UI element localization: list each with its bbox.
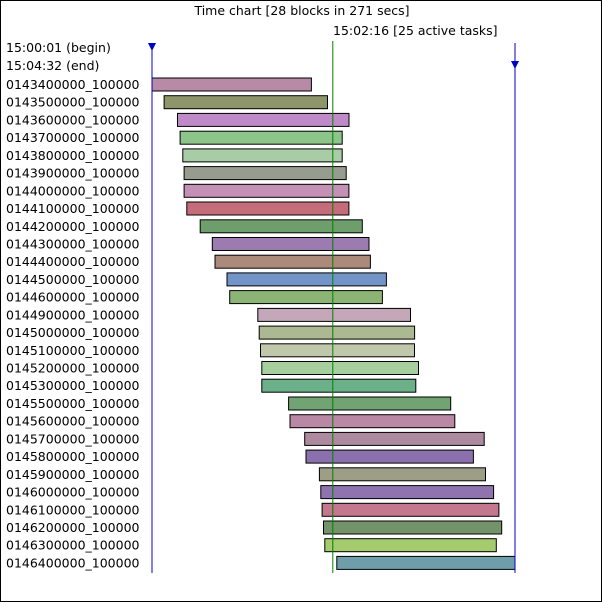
task-label: 0145800000_100000 [6,449,140,464]
task-bar[interactable] [305,449,474,464]
task-label: 0146200000_100000 [6,520,140,535]
task-label: 0143400000_100000 [6,77,140,92]
task-label: 0146400000_100000 [6,555,140,570]
task-bar[interactable] [261,378,417,393]
task-bar[interactable] [211,237,370,251]
task-label: 0145700000_100000 [6,431,140,446]
task-label: 0145900000_100000 [6,467,140,482]
task-bar[interactable] [199,219,363,234]
task-label: 0144100000_100000 [6,201,140,216]
task-bar[interactable] [320,485,495,500]
task-labels: 0143400000_100000 0143500000_100000 014360… [6,77,140,570]
task-label: 0145000000_100000 [6,325,140,340]
task-label: 0144600000_100000 [6,290,140,305]
range-end-marker[interactable] [511,61,519,69]
task-bar[interactable] [151,77,312,92]
task-bar[interactable] [179,130,343,145]
task-label: 0145300000_100000 [6,378,140,393]
task-label: 0146300000_100000 [6,538,140,553]
task-bar[interactable] [261,361,419,375]
task-bar[interactable] [183,183,350,198]
task-bar[interactable] [257,307,411,322]
task-bar[interactable] [336,555,516,570]
task-label: 0143500000_100000 [6,95,140,110]
task-label: 0145600000_100000 [6,414,140,429]
task-bar[interactable] [186,201,350,216]
task-label: 0143800000_100000 [6,148,140,163]
task-bar[interactable] [321,502,500,517]
task-label: 0143900000_100000 [6,166,140,181]
task-label: 0143600000_100000 [6,112,140,127]
task-bar[interactable] [260,343,415,358]
task-bar[interactable] [289,414,456,429]
task-label: 0143700000_100000 [6,130,140,145]
task-label: 0145100000_100000 [6,343,140,358]
cursor-label: 15:02:16 [25 active tasks] [333,23,498,38]
task-label: 0144200000_100000 [6,219,140,234]
task-bar[interactable] [258,325,416,340]
task-bar[interactable] [183,166,347,181]
task-label: 0145500000_100000 [6,396,140,411]
task-bar[interactable] [163,95,328,110]
task-bar[interactable] [182,148,343,163]
range-begin-label: 15:00:01 (begin) [6,40,111,55]
task-bar[interactable] [323,520,503,535]
task-label: 0144900000_100000 [6,307,140,322]
chart-title: Time chart [28 blocks in 271 secs] [193,3,409,18]
task-bar[interactable] [214,254,371,269]
task-bar[interactable] [288,396,452,411]
range-end-label: 15:04:32 (end) [6,58,99,73]
task-label: 0145200000_100000 [6,361,140,376]
task-label: 0146100000_100000 [6,502,140,517]
task-label: 0146000000_100000 [6,485,140,500]
task-label: 0144000000_100000 [6,183,140,198]
task-bar[interactable] [324,538,497,553]
task-bar[interactable] [304,431,485,446]
task-bar[interactable] [229,290,383,305]
task-bar[interactable] [318,467,486,482]
task-bars [151,77,516,570]
task-label: 0144400000_100000 [6,254,140,269]
task-label: 0144300000_100000 [6,237,140,252]
task-label: 0144500000_100000 [6,272,140,287]
range-begin-marker[interactable] [148,43,156,51]
task-bar[interactable] [226,272,387,287]
task-bar[interactable] [177,112,350,127]
